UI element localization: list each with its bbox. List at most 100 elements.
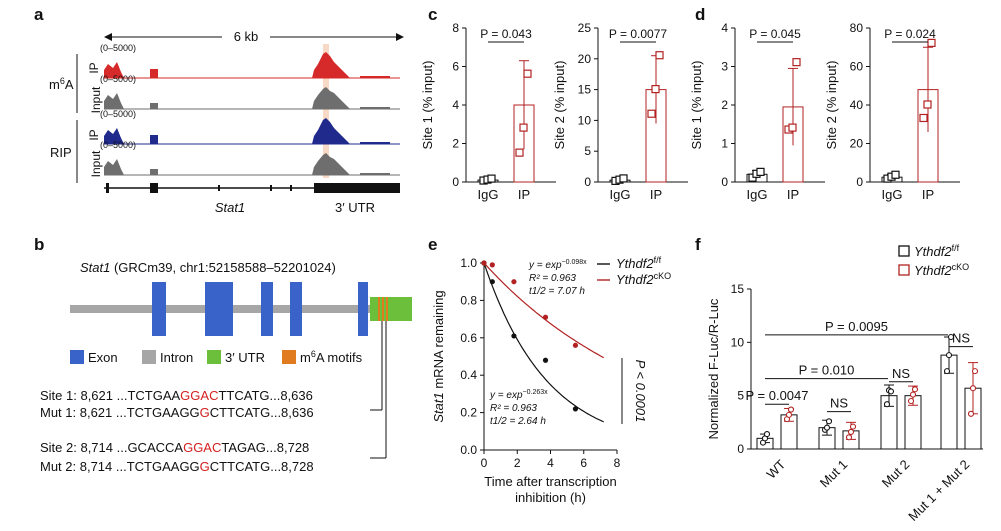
chart-d2-point <box>923 100 932 109</box>
legend-exon: Exon <box>88 350 118 365</box>
group-label-m6a: m6A <box>49 76 74 92</box>
motif-mark <box>378 297 380 321</box>
track-input-label: Input <box>89 150 103 177</box>
track-tail <box>360 142 390 144</box>
chart-d2-point <box>891 170 900 179</box>
chart-c2-point <box>655 51 664 60</box>
chart-d2-pvalue: P = 0.024 <box>884 27 936 41</box>
chart-e-ytick-label: 0.8 <box>460 293 477 307</box>
track-range-0: (0–5000) <box>100 43 136 53</box>
chart-c1-ylabel: Site 1 (% input) <box>420 61 435 150</box>
chart-c1-ytick-label: 0 <box>452 175 459 189</box>
exon-2 <box>261 282 273 336</box>
chart-e-xlabel: Time after transcription <box>484 474 616 489</box>
chart-d1-xtick-label: IgG <box>747 187 768 202</box>
chart-e-ytick-label: 0.4 <box>460 368 477 382</box>
chart-f-point <box>823 424 831 431</box>
chart-d2-xtick-label: IgG <box>882 187 903 202</box>
chart-f-point <box>787 406 795 413</box>
legend-utr: 3′ UTR <box>225 350 265 365</box>
chart-f-point <box>967 410 975 417</box>
chart-e-fit-0 <box>483 262 604 423</box>
chart-e-ytick-label: 0.6 <box>460 331 477 345</box>
chart-f-xtick-label: WT <box>763 457 788 482</box>
chart-c2-ytick-label: 20 <box>578 52 592 66</box>
chart-d2-ytick-label: 80 <box>850 21 864 35</box>
track-peak-small <box>150 135 158 144</box>
chart-f-xtick-label: Mut 1 <box>817 457 851 491</box>
chart-e-point <box>511 333 517 339</box>
motif-mark <box>386 297 388 321</box>
chart-e-legend-label-0: Ythdf2f/f <box>616 255 662 271</box>
panel-letter-d: d <box>695 5 705 24</box>
chart-f-point <box>785 411 793 418</box>
chart-c1-point <box>519 123 528 132</box>
chart-c1-point <box>515 148 524 157</box>
panel-letter-c: c <box>428 5 437 24</box>
chart-d1-xtick-label: IP <box>787 187 799 202</box>
track-peak-left <box>104 62 124 78</box>
track-ip-label: IP <box>87 62 101 73</box>
legend-swatch-motif <box>282 350 296 364</box>
chart-e-xtick-label: 2 <box>514 456 521 470</box>
track-ip-label: IP <box>87 129 101 140</box>
chart-f-xtick-label: Mut 2 <box>879 457 913 491</box>
chart-d1-ylabel: Site 1 (% input) <box>689 61 704 150</box>
chart-d2-ytick-label: 0 <box>856 175 863 189</box>
exon-1 <box>205 282 233 336</box>
gene-exon-mark <box>290 185 292 191</box>
chart-d1-point <box>788 123 797 132</box>
chart-c1-ytick-label: 6 <box>452 60 459 74</box>
chart-c1-xtick-label: IgG <box>478 187 499 202</box>
gene-label: Stat1 <box>215 200 245 215</box>
chart-e-legend-label-1: Ythdf2cKO <box>616 271 671 287</box>
chart-e-annot-cko-r2: R² = 0.963 <box>529 273 576 284</box>
chart-d2-point <box>919 113 928 123</box>
sequence-row: Mut 2: 8,714 ...TCTGAAGGGCTTCATG...8,728 <box>40 459 314 474</box>
sequence-row: Site 2: 8,714 ...GCACCAGGACTAGAG...8,728 <box>40 440 309 455</box>
chart-f-legend-label-1: Ythdf2cKO <box>914 262 969 278</box>
chart-f-point <box>907 397 915 405</box>
sequence-row: Site 1: 8,621 ...TCTGAAGGACTTCATG...8,63… <box>40 388 313 403</box>
chart-f-ytick-label: 15 <box>731 282 745 296</box>
chart-f-point <box>947 333 955 341</box>
track-peak-main <box>312 87 350 109</box>
sequence-row: Mut 1: 8,621 ...TCTGAAGGGCTTCATG...8,636 <box>40 405 314 420</box>
track-peak-left <box>104 93 124 109</box>
chart-c2-pvalue: P = 0.0077 <box>609 27 667 41</box>
chart-f-point <box>943 368 951 375</box>
chart-f-legend-label-0: Ythdf2f/f <box>914 243 960 259</box>
chart-f-point <box>969 385 977 392</box>
highlight-band <box>323 44 329 178</box>
track-tail <box>360 76 390 78</box>
track-range-1: (0–5000) <box>100 74 136 84</box>
chart-c1-ytick-label: 8 <box>452 21 459 35</box>
track-range-3: (0–5000) <box>100 140 136 150</box>
track-peak-small <box>150 103 158 109</box>
chart-c2-point <box>619 174 628 183</box>
chart-f-point <box>849 423 857 430</box>
chart-f-ytick-label: 10 <box>731 335 745 349</box>
legend-intron: Intron <box>160 350 193 365</box>
chart-d1-ytick-label: 3 <box>721 60 728 74</box>
chart-c1-pvalue: P = 0.043 <box>480 27 532 41</box>
chart-f-cmp-0-label: P = 0.0047 <box>745 388 808 403</box>
chart-d1-ytick-label: 2 <box>721 98 728 112</box>
chart-d2-ytick-label: 60 <box>850 60 864 74</box>
chart-e-xlabel-2: inhibition (h) <box>515 490 586 505</box>
gene-exon-mark <box>270 185 272 191</box>
chart-d1-point <box>756 167 765 176</box>
gene-exon-mark <box>106 183 109 193</box>
chart-f-cmp-1-label: P = 0.010 <box>799 363 855 378</box>
chart-e-point <box>481 260 487 266</box>
chart-f-ylabel: Normalized F-Luc/R-Luc <box>706 298 721 439</box>
chart-e-point <box>542 357 549 363</box>
chart-d1-point <box>792 58 801 67</box>
legend-swatch-utr <box>207 350 221 364</box>
track-peak-left <box>104 128 124 144</box>
chart-d2-ytick-label: 20 <box>850 137 864 151</box>
chart-f-point <box>883 401 891 408</box>
chart-e-point <box>511 279 517 285</box>
chart-f-point <box>971 368 979 375</box>
chart-f-point <box>845 434 853 441</box>
